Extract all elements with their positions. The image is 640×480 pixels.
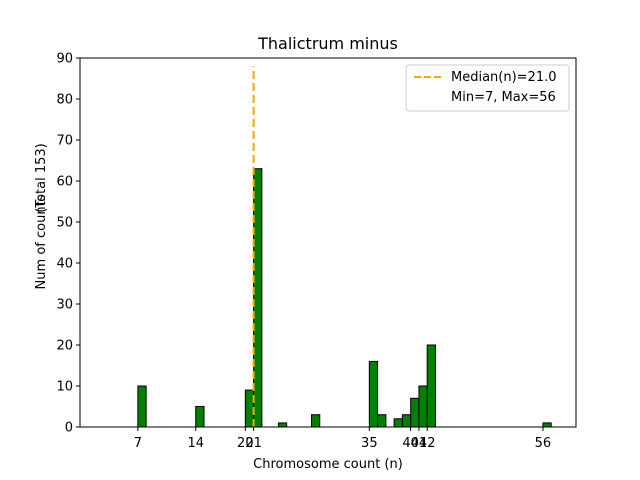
x-axis-label: Chromosome count (n) — [253, 457, 403, 472]
x-tick-label: 41 — [411, 436, 428, 451]
y-tick-label: 40 — [56, 257, 73, 272]
x-tick-label: 7 — [134, 436, 142, 451]
legend: Median(n)=21.0 Min=7, Max=56 — [405, 64, 570, 112]
x-tick-label: 20 — [237, 436, 254, 451]
y-tick-label: 20 — [56, 339, 73, 354]
y-axis-label-total: (Total 153) — [34, 143, 49, 212]
bar-20 — [244, 389, 255, 428]
y-axis-ticks: 0 10 20 30 40 50 60 70 80 90 — [56, 52, 80, 436]
x-tick-label: 56 — [535, 436, 552, 451]
bar-39 — [401, 414, 412, 428]
y-tick-label: 0 — [65, 421, 73, 436]
legend-minmax-label: Min=7, Max=56 — [451, 90, 556, 105]
bar-36 — [377, 414, 387, 428]
x-tick-label: 42 — [419, 436, 436, 451]
legend-median-label: Median(n)=21.0 — [451, 70, 557, 85]
y-tick-label: 30 — [56, 298, 73, 313]
x-tick-label: 21 — [245, 436, 262, 451]
bar-24 — [277, 422, 288, 428]
x-tick-label: 40 — [402, 436, 419, 451]
bar-14 — [195, 406, 205, 428]
bar-28 — [310, 414, 321, 428]
y-tick-label: 90 — [56, 52, 73, 67]
chart-title: Thalictrum minus — [257, 34, 398, 53]
y-axis-label: Num of counts — [34, 194, 49, 289]
x-tick-label: 14 — [187, 436, 204, 451]
y-tick-label: 50 — [56, 216, 73, 231]
bar-35 — [368, 360, 379, 428]
bar-7 — [137, 385, 147, 428]
bars-group — [137, 168, 552, 428]
bar-38 — [393, 418, 403, 428]
y-tick-label: 80 — [56, 93, 73, 108]
bar-21 — [253, 168, 263, 428]
bar-42 — [426, 344, 436, 428]
plot-frame — [79, 57, 577, 428]
bar-56 — [542, 422, 552, 428]
y-tick-label: 10 — [56, 380, 73, 395]
y-tick-label: 60 — [56, 175, 73, 190]
legend-box — [405, 64, 570, 112]
bar-41 — [418, 385, 428, 428]
x-tick-label: 35 — [361, 436, 378, 451]
y-tick-label: 70 — [56, 134, 73, 149]
bar-40 — [410, 397, 420, 428]
